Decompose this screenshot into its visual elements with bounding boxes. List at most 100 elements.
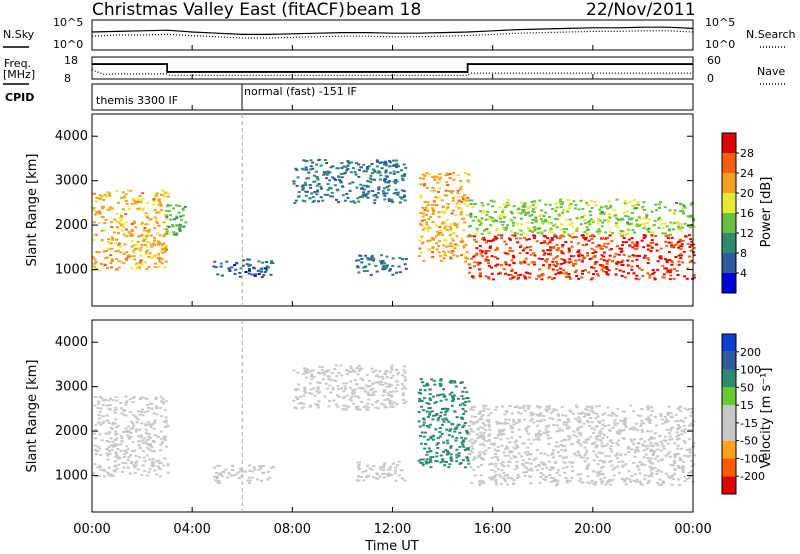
heatmap-cell: [100, 439, 104, 442]
heatmap-cell: [259, 268, 263, 271]
heatmap-cell: [464, 466, 468, 469]
heatmap-cell: [253, 274, 257, 277]
ytick-label: 4000: [55, 129, 88, 144]
heatmap-cell: [680, 254, 684, 257]
heatmap-cell: [136, 410, 140, 413]
heatmap-cell: [664, 235, 668, 237]
heatmap-cell: [312, 375, 316, 378]
heatmap-cell: [609, 479, 613, 482]
heatmap-cell: [494, 453, 497, 455]
heatmap-cell: [523, 247, 527, 250]
heatmap-cell: [315, 184, 319, 187]
heatmap-cell: [334, 364, 338, 367]
heatmap-cell: [122, 252, 126, 255]
heatmap-cell: [403, 371, 407, 374]
heatmap-cell: [388, 269, 392, 272]
heatmap-cell: [483, 407, 487, 410]
heatmap-cell: [580, 276, 584, 279]
heatmap-cell: [673, 244, 677, 247]
heatmap-cell: [459, 188, 462, 191]
heatmap-cell: [514, 444, 518, 447]
heatmap-cell: [389, 268, 392, 271]
heatmap-cell: [646, 482, 650, 485]
heatmap-cell: [372, 465, 376, 467]
heatmap-cell: [552, 466, 555, 469]
heatmap-cell: [585, 201, 589, 204]
heatmap-cell: [627, 272, 630, 275]
heatmap-cell: [654, 432, 657, 435]
heatmap-cell: [422, 384, 426, 387]
heatmap-cell: [494, 237, 498, 240]
heatmap-cell: [431, 251, 435, 254]
heatmap-cell: [394, 191, 398, 194]
heatmap-cell: [215, 471, 218, 474]
heatmap-cell: [451, 197, 455, 199]
heatmap-cell: [368, 177, 372, 180]
heatmap-cell: [269, 262, 273, 265]
heatmap-cell: [608, 440, 612, 443]
heatmap-cell: [448, 177, 452, 180]
heatmap-cell: [402, 196, 406, 198]
heatmap-cell: [141, 192, 145, 195]
heatmap-cell: [425, 221, 429, 224]
heatmap-cell: [584, 269, 587, 272]
heatmap-cell: [482, 404, 486, 407]
heatmap-cell: [331, 388, 335, 391]
heatmap-cell: [114, 426, 118, 429]
heatmap-cell: [398, 196, 402, 199]
heatmap-cell: [92, 265, 96, 268]
heatmap-cell: [262, 464, 266, 467]
heatmap-cell: [526, 446, 530, 449]
heatmap-cell: [169, 214, 172, 217]
heatmap-cell: [511, 482, 515, 485]
heatmap-cell: [357, 200, 361, 203]
nsky-tick-top: 10^5: [53, 16, 83, 29]
heatmap-cell: [379, 468, 383, 471]
heatmap-cell: [636, 225, 640, 228]
heatmap-cell: [488, 428, 492, 431]
heatmap-cell: [661, 445, 665, 448]
xtick-label: 04:00: [173, 522, 210, 537]
heatmap-cell: [666, 237, 670, 240]
heatmap-cell: [625, 227, 629, 230]
heatmap-cell: [401, 178, 405, 180]
heatmap-cell: [604, 205, 608, 208]
heatmap-cell: [110, 236, 114, 239]
heatmap-cell: [424, 431, 428, 434]
heatmap-cell: [640, 428, 644, 431]
heatmap-cell: [681, 471, 685, 474]
heatmap-cell: [546, 242, 550, 245]
heatmap-cell: [174, 233, 178, 236]
heatmap-cell: [670, 475, 674, 478]
heatmap-cell: [509, 230, 513, 233]
heatmap-cell: [487, 439, 491, 442]
heatmap-cell: [579, 434, 583, 437]
heatmap-cell: [481, 204, 485, 207]
heatmap-cell: [175, 215, 179, 218]
heatmap-cell: [464, 260, 468, 263]
heatmap-cell: [102, 475, 106, 478]
heatmap-cell: [502, 203, 505, 206]
heatmap-cell: [646, 445, 650, 448]
heatmap-cell: [398, 271, 402, 274]
heatmap-cell: [443, 407, 447, 410]
heatmap-cell: [507, 274, 511, 276]
heatmap-cell: [665, 418, 668, 421]
heatmap-cell: [444, 245, 448, 248]
heatmap-cell: [623, 199, 627, 202]
heatmap-cell: [151, 463, 155, 466]
heatmap-cell: [511, 221, 515, 224]
heatmap-cell: [639, 217, 643, 220]
heatmap-cell: [133, 471, 137, 474]
heatmap-cell: [555, 206, 559, 209]
heatmap-cell: [680, 243, 684, 246]
heatmap-cell: [419, 434, 422, 437]
heatmap-cell: [179, 215, 183, 218]
heatmap-cell: [474, 233, 478, 236]
heatmap-cell: [345, 369, 349, 372]
heatmap-cell: [630, 448, 633, 451]
heatmap-cell: [547, 424, 551, 427]
heatmap-cell: [146, 404, 150, 407]
heatmap-cell: [577, 254, 581, 257]
heatmap-cell: [547, 430, 550, 433]
